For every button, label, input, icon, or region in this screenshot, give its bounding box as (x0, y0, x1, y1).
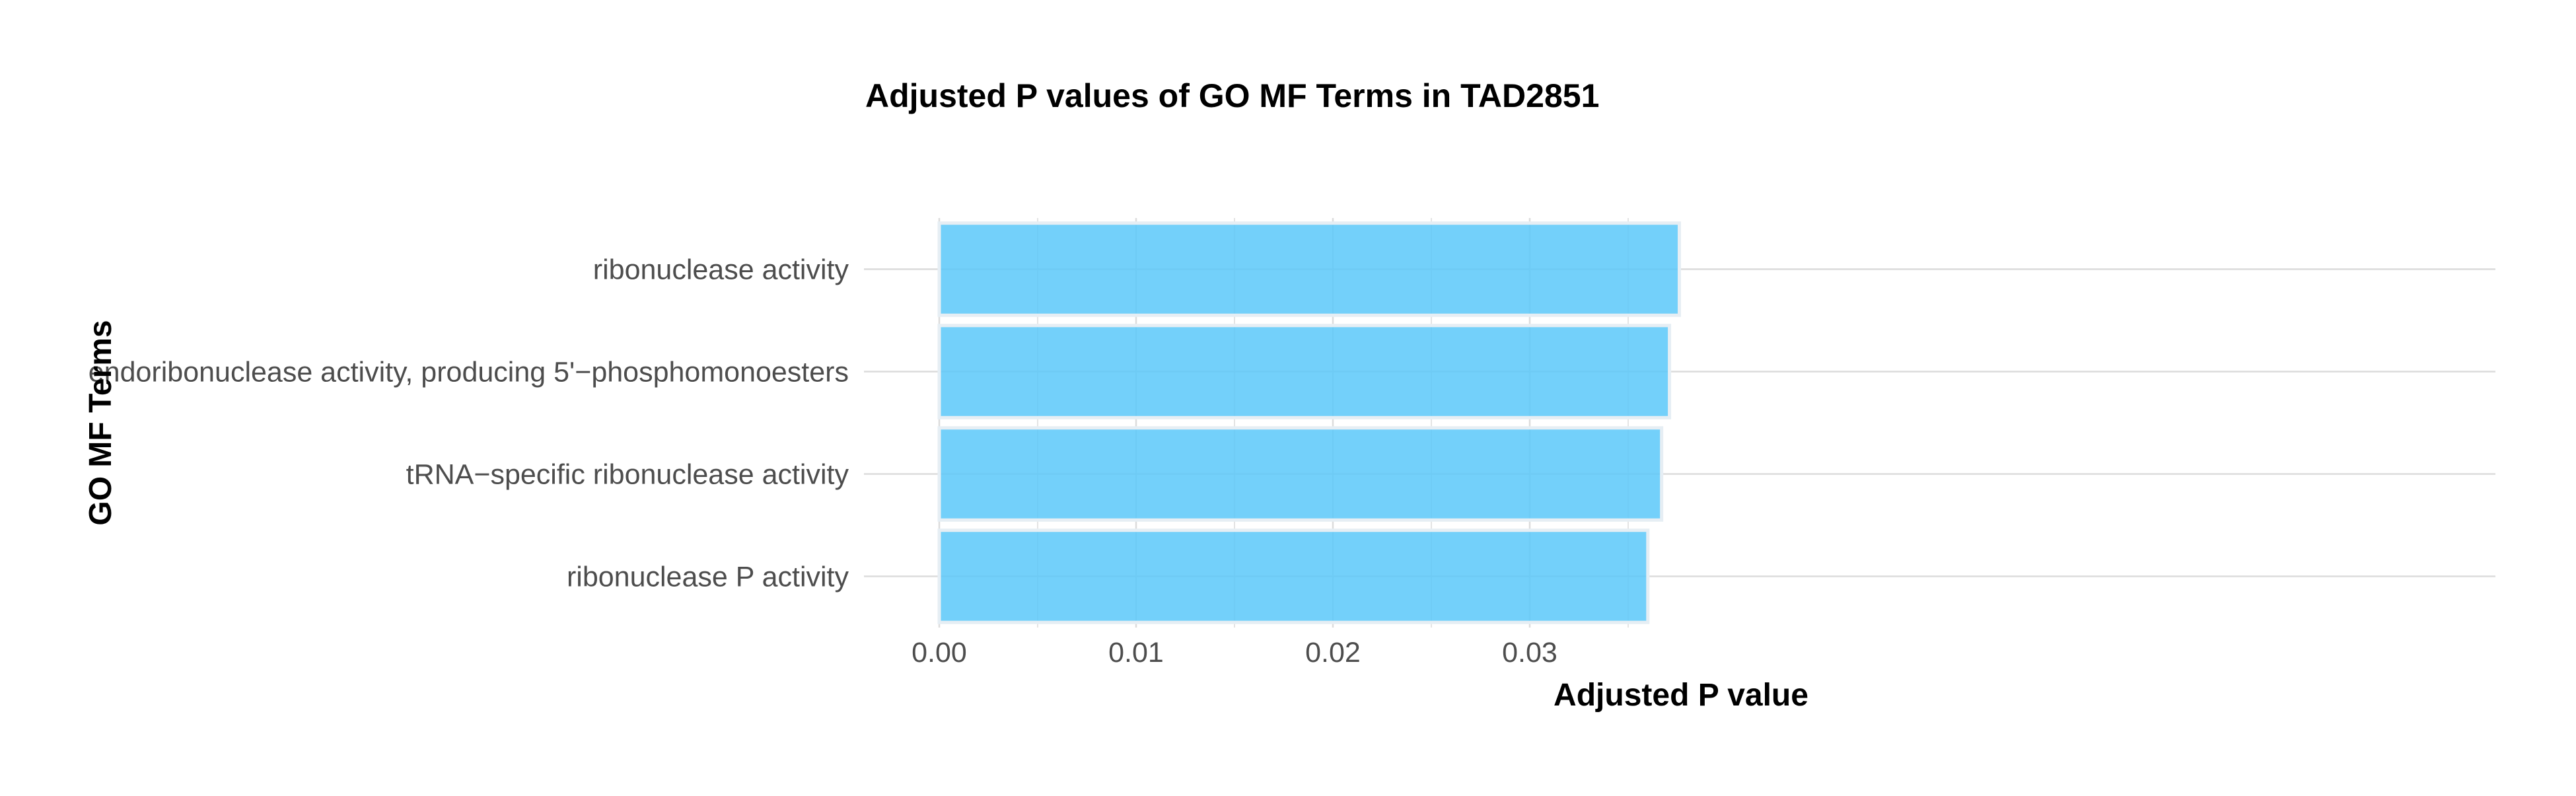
y-tick-label: endoribonuclease activity, producing 5'−… (89, 357, 849, 388)
y-tick-label: ribonuclease P activity (567, 561, 849, 593)
y-axis-title: GO MF Terms (83, 320, 118, 525)
x-tick-label: 0.02 (1305, 637, 1361, 669)
bar (937, 324, 1672, 419)
x-axis-title: Adjusted P value (1554, 678, 1808, 713)
bar (937, 221, 1681, 317)
y-tick-label: ribonuclease activity (593, 254, 849, 286)
y-tick-label: tRNA−specific ribonuclease activity (406, 459, 849, 491)
chart-title: Adjusted P values of GO MF Terms in TAD2… (865, 77, 1599, 114)
x-tick-label: 0.01 (1108, 637, 1164, 669)
bar (937, 426, 1664, 522)
axis-layer: ribonuclease activity endoribonuclease ac… (89, 254, 1557, 669)
x-tick-label: 0.03 (1502, 637, 1557, 669)
bar-layer (937, 221, 1681, 624)
bar (937, 528, 1650, 624)
x-tick-label: 0.00 (912, 637, 967, 669)
